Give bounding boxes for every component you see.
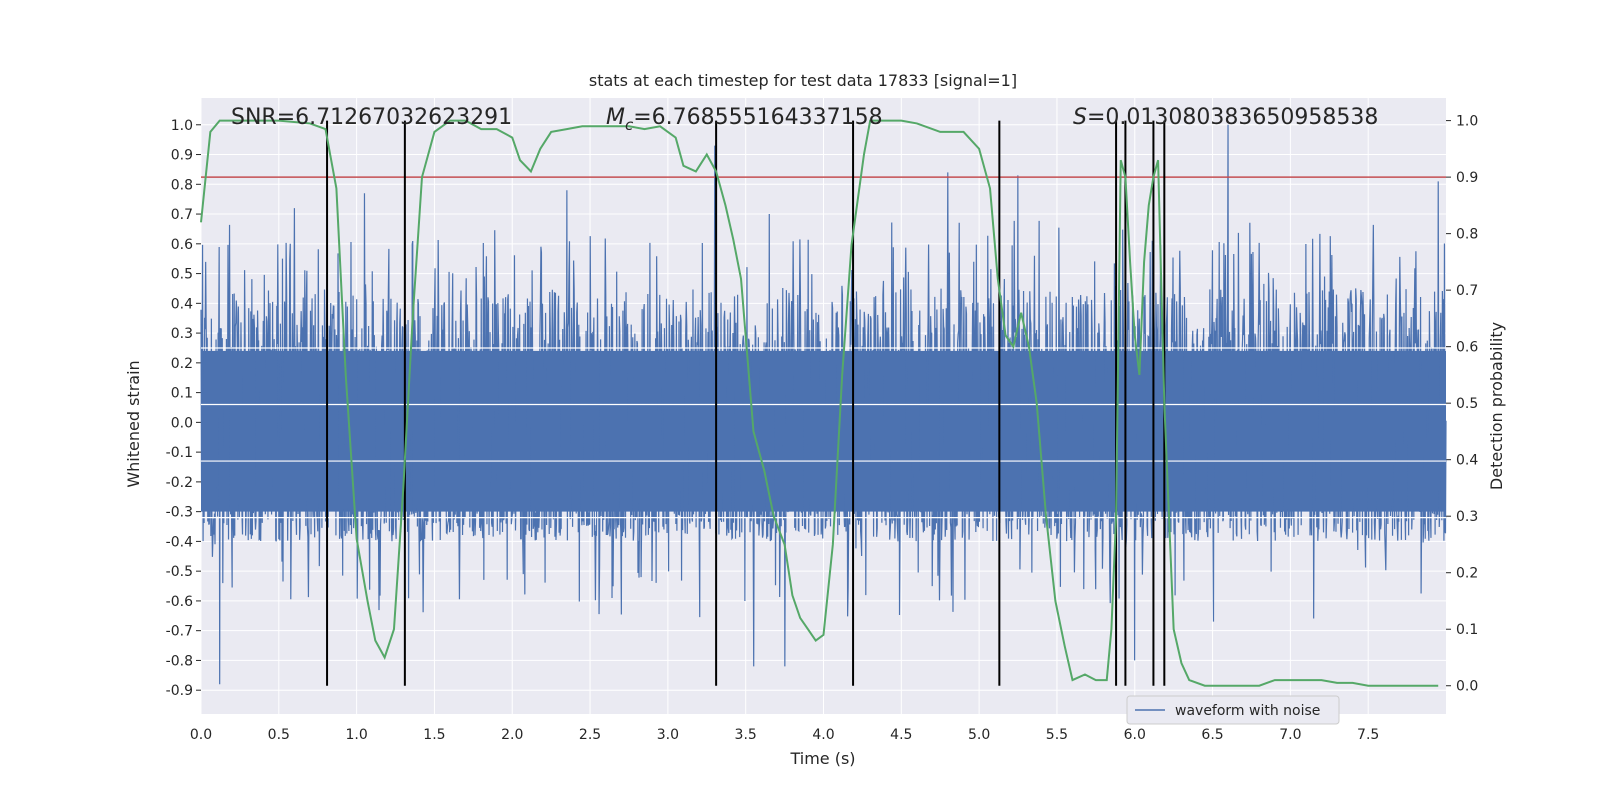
y-tick-label: -0.7 (166, 624, 193, 640)
y-tick-label: 1.0 (171, 118, 193, 134)
y-tick-label: -0.6 (166, 594, 193, 610)
y-axis-label: Whitened strain (124, 360, 143, 487)
waveform-series-line (200, 124, 1447, 685)
x-tick-label: 5.0 (968, 727, 990, 743)
y2-tick-label: 0.0 (1456, 679, 1478, 695)
y-tick-label: -0.3 (166, 505, 193, 521)
x-tick-label: 2.5 (579, 727, 601, 743)
y-tick-label: -0.4 (166, 534, 193, 550)
legend-entry: waveform with noise (1175, 703, 1320, 719)
x-tick-label: 6.5 (1201, 727, 1223, 743)
x-tick-label: 1.5 (423, 727, 445, 743)
x-axis-label: Time (s) (789, 749, 855, 768)
x-tick-label: 3.5 (735, 727, 757, 743)
snr-annotation: SNR=6.71267032623291 (231, 105, 512, 130)
chirp-mass-annotation: Mc=6.768555164337158 (606, 105, 883, 134)
s-symbol: S (1073, 105, 1087, 130)
legend: waveform with noise (1126, 695, 1340, 725)
y2-axis-label: Detection probability (1487, 322, 1506, 490)
x-tick-label: 0.0 (190, 727, 212, 743)
y-tick-labels: 1.0 0.9 0.8 0.7 0.6 0.5 0.4 0.3 0.2 0.1 0.0 -0.1 -0.… (166, 118, 201, 699)
y2-tick-label: 0.1 (1456, 622, 1478, 638)
y-tick-label: 0.9 (171, 148, 193, 164)
y-tick-label: 0.3 (171, 326, 193, 342)
y-tick-label: -0.9 (166, 683, 193, 699)
annotations: SNR=6.71267032623291 Mc=6.76855516433715… (231, 105, 1378, 134)
probability-series-line (200, 119, 1439, 687)
s-value: =0.013080383650958538 (1087, 105, 1378, 130)
y2-tick-label: 0.6 (1456, 340, 1478, 356)
x-tick-labels: 0.0 0.5 1.0 1.5 2.0 2.5 3.0 3.5 4.0 4.5 5.0 5.5 6.0 6… (190, 727, 1379, 743)
y-tick-label: 0.7 (171, 207, 193, 223)
y2-tick-label: 0.9 (1456, 170, 1478, 186)
y-tick-label: 0.6 (171, 237, 193, 253)
x-tick-label: 5.5 (1046, 727, 1068, 743)
y-tick-label: 0.4 (171, 296, 193, 312)
y-tick-label: 0.8 (171, 177, 193, 193)
x-tick-label: 1.0 (345, 727, 367, 743)
y-tick-label: -0.2 (166, 475, 193, 491)
x-tick-label: 7.5 (1357, 727, 1379, 743)
y2-tick-label: 0.5 (1456, 396, 1478, 412)
spin-annotation: S=0.013080383650958538 (1073, 105, 1378, 130)
vertical-markers (326, 120, 1166, 686)
chart-title: stats at each timestep for test data 178… (589, 71, 1017, 90)
y-tick-label: 0.1 (171, 386, 193, 402)
x-tick-label: 4.0 (812, 727, 834, 743)
y2-tick-label: 0.7 (1456, 283, 1478, 299)
mc-value: =6.768555164337158 (633, 105, 882, 130)
mc-subscript: c (625, 116, 634, 134)
y2-tick-labels: 1.0 0.9 0.8 0.7 0.6 0.5 0.4 0.3 0.2 0.1 0.0 (1446, 114, 1478, 695)
x-tick-label: 3.0 (657, 727, 679, 743)
mc-symbol: M (606, 105, 625, 130)
y2-tick-label: 1.0 (1456, 114, 1478, 130)
x-tick-label: 6.0 (1124, 727, 1146, 743)
y-tick-label: 0.0 (171, 415, 193, 431)
y2-tick-label: 0.3 (1456, 509, 1478, 525)
y-tick-label: -0.5 (166, 564, 193, 580)
y-tick-label: -0.8 (166, 653, 193, 669)
x-tick-label: 2.0 (501, 727, 523, 743)
y2-tick-label: 0.8 (1456, 227, 1478, 243)
x-tick-label: 0.5 (268, 727, 290, 743)
y-tick-label: 0.2 (171, 356, 193, 372)
plot-area: 0.0 0.5 1.0 1.5 2.0 2.5 3.0 3.5 4.0 4.5 5.0 5.5 6.0 6… (166, 98, 1478, 743)
y2-tick-label: 0.4 (1456, 453, 1478, 469)
x-tick-label: 4.5 (890, 727, 912, 743)
x-tick-label: 7.0 (1279, 727, 1301, 743)
y-tick-label: -0.1 (166, 445, 193, 461)
legend-box (1126, 695, 1340, 725)
y2-tick-label: 0.2 (1456, 566, 1478, 582)
y-tick-label: 0.5 (171, 267, 193, 283)
